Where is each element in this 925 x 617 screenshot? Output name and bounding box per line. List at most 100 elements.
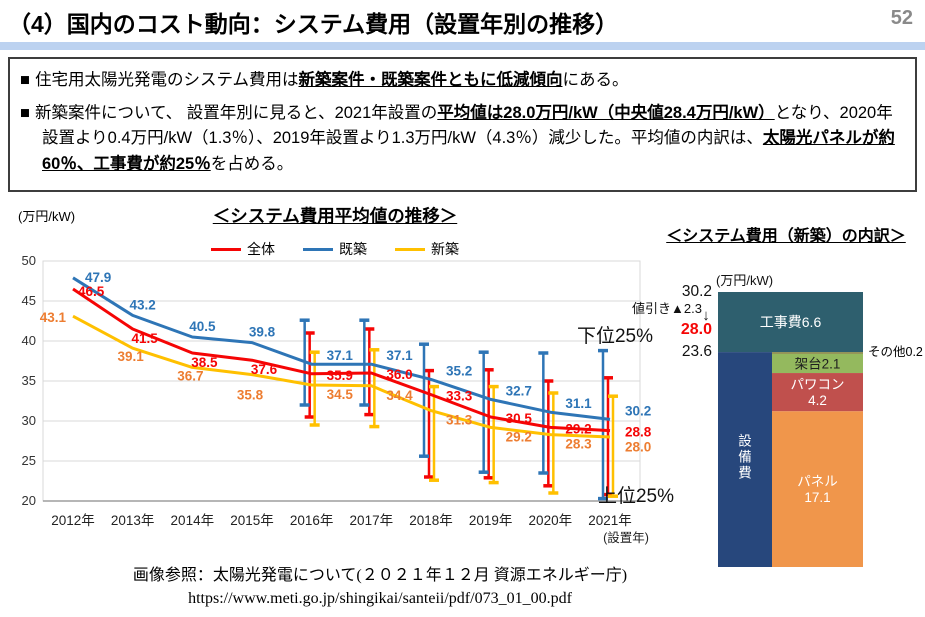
segment-label: パネル: [797, 474, 838, 489]
x-axis-note: (設置年): [603, 530, 649, 545]
bullet2-emphasis-2: 太陽光パネルが約60％、工事費が約25％: [42, 129, 895, 173]
data-label: 34.4: [386, 388, 413, 403]
data-label: 28.8: [625, 425, 652, 440]
data-label: 40.5: [189, 319, 216, 334]
summary-box: ■ 住宅用太陽光発電のシステム費用は新築案件・既築案件ともに低減傾向にある。 ■ 新…: [8, 57, 917, 192]
bullet-square-icon: ■: [20, 71, 30, 89]
bullet1-text: 住宅用太陽光発電のシステム費用は: [34, 71, 299, 89]
data-label: 35.8: [237, 388, 264, 403]
y-tick-label: 20: [22, 493, 36, 508]
y-tick-label: 50: [22, 253, 36, 268]
segment-equipment: [718, 352, 772, 567]
data-label: 31.3: [446, 413, 473, 428]
data-label: 43.1: [40, 310, 67, 325]
data-label: 47.9: [85, 270, 111, 285]
data-label: 30.2: [625, 403, 651, 418]
accent-bar: [0, 42, 925, 50]
x-tick-label: 2021年: [588, 513, 632, 528]
bullet2-text-end: を占める。: [210, 154, 294, 173]
legend-swatch: [395, 247, 425, 251]
bar-unit-label: (万円/kW): [716, 273, 773, 288]
data-label: 35.9: [327, 368, 353, 383]
data-label: 33.3: [446, 389, 473, 404]
data-label: 39.1: [118, 349, 145, 364]
legend-swatch: [303, 247, 333, 251]
segment-label: 17.1: [804, 490, 830, 505]
data-label: 39.8: [249, 325, 276, 340]
segment: [772, 352, 863, 354]
segment-construction: [718, 292, 863, 353]
segment: [772, 353, 863, 374]
line-chart-title: ＜システム費用平均値の推移＞: [212, 206, 458, 226]
bullet2-emphasis-1: 平均値は28.0万円/kW（中央値28.4万円/kW）: [437, 103, 775, 122]
segment-label: 架台2.1: [795, 356, 841, 371]
y-tick-label: 40: [22, 333, 36, 348]
bullet-square-icon: ■: [20, 103, 30, 122]
line-chart-canvas: 20 25 30 35 40 45 50 2012年 2013年 2014年 2015年 2016年 2…: [22, 253, 675, 545]
segment: [772, 373, 863, 412]
annotation-upper-quartile: 上位25%: [598, 485, 674, 507]
data-label: 30.5: [506, 411, 533, 426]
data-label: 37.1: [327, 348, 354, 363]
segment-label: 工事費6.6: [760, 314, 822, 330]
series-line: [72, 276, 611, 421]
x-tick-label: 2018年: [409, 513, 453, 528]
bullet2-text: 新築案件について、 設置年別に見ると、2021年設置の: [34, 103, 438, 122]
line-chart-unit-label: (万円/kW): [18, 209, 76, 224]
legend-label: 新築: [431, 241, 459, 257]
data-label: 28.3: [565, 437, 592, 452]
data-label: 31.1: [565, 396, 592, 411]
bullet-item-1: ■ 住宅用太陽光発電のシステム費用は新築案件・既築案件ともに低減傾向にある。: [20, 68, 903, 94]
bullet-item-2: ■ 新築案件について、 設置年別に見ると、2021年設置の平均値は28.0万円/k…: [20, 101, 903, 178]
bullet2-text-mid: となり、2020年設置より0.4万円/kW（1.3％）、2019年設置より1.3…: [42, 103, 893, 148]
data-label: 29.2: [506, 429, 532, 444]
breakdown-chart-title: ＜システム費用（新築）の内訳＞: [666, 228, 906, 245]
y-tick-label: 45: [22, 293, 36, 308]
data-label: 36.7: [177, 368, 203, 383]
legend-label: 全体: [247, 241, 275, 257]
data-label: 29.2: [565, 421, 591, 436]
x-tick-label: 2015年: [230, 513, 274, 528]
down-arrow-icon: ↓: [702, 307, 710, 324]
gross-total-label: 30.2: [682, 283, 712, 300]
y-tick-label: 30: [22, 413, 36, 428]
x-tick-label: 2020年: [529, 513, 573, 528]
x-tick-label: 2012年: [51, 513, 95, 528]
citation-text: 画像参照：太陽光発電について(２０２１年１２月 資源エネルギー庁): [132, 567, 628, 584]
annotation-lower-quartile: 下位25%: [577, 325, 653, 347]
x-tick-label: 2017年: [350, 513, 394, 528]
legend-item: 全体: [211, 239, 275, 259]
y-tick-label: 35: [22, 373, 36, 388]
data-label: 46.5: [78, 284, 105, 299]
data-label: 28.0: [625, 440, 651, 455]
data-label: 34.5: [327, 387, 354, 402]
bullet1-emphasis: 新築案件・既築案件ともに低減傾向: [298, 71, 563, 89]
citation-url: https://www.meti.go.jp/shingikai/santeii…: [188, 590, 572, 608]
segment-label: 4.2: [808, 393, 827, 408]
x-tick-label: 2019年: [469, 513, 513, 528]
segment: [772, 411, 863, 567]
discount-label: 値引き▲2.3: [632, 301, 702, 316]
data-label: 37.1: [386, 348, 413, 363]
x-tick-label: 2014年: [171, 513, 215, 528]
line-chart-legend: 全体 既築 新築: [150, 239, 520, 259]
x-tick-label: 2013年: [111, 513, 155, 528]
data-label: 32.7: [506, 383, 532, 398]
series-line: [72, 287, 611, 433]
data-label: 36.0: [386, 367, 412, 382]
legend-item: 既築: [303, 239, 367, 259]
net-total-label: 28.0: [681, 321, 712, 338]
segment-label-vertical: 設備費: [738, 434, 752, 481]
segment-label-outside: その他0.2: [868, 345, 923, 359]
legend-label: 既築: [339, 241, 367, 257]
segment-label: パワコン: [791, 377, 845, 392]
equipment-subtotal-label: 23.6: [682, 343, 712, 360]
data-label: 41.5: [132, 331, 159, 346]
x-tick-label: 2016年: [290, 513, 334, 528]
page-title: （4）国内のコスト動向：システム費用（設置年別の推移）: [8, 11, 619, 37]
legend-swatch: [211, 247, 241, 251]
data-label: 43.2: [130, 297, 156, 312]
legend-item: 新築: [395, 239, 459, 259]
series-line: [72, 314, 611, 439]
